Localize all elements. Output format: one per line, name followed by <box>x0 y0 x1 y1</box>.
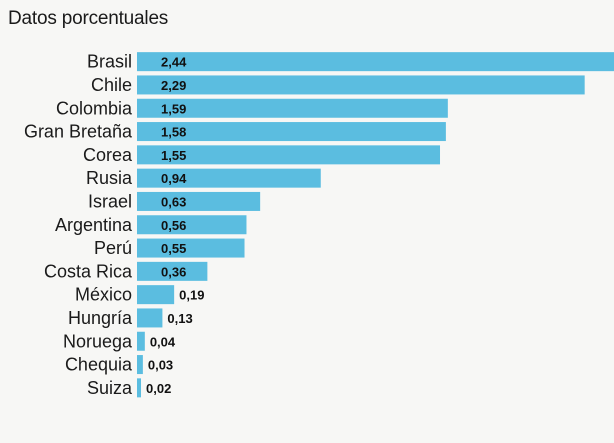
bar <box>137 331 145 351</box>
bar <box>137 168 321 188</box>
value-label: 0,94 <box>161 171 187 186</box>
bar <box>137 261 208 281</box>
bar <box>137 75 585 95</box>
category-label: Chequia <box>65 355 133 375</box>
category-label: México <box>75 285 132 305</box>
bar <box>137 52 614 72</box>
value-label: 0,19 <box>179 288 204 303</box>
bar <box>137 308 163 328</box>
value-label: 0,13 <box>167 311 192 326</box>
bar <box>137 145 441 165</box>
bar <box>137 238 245 258</box>
category-label: Hungría <box>68 308 133 328</box>
value-label: 0,02 <box>146 381 171 396</box>
value-label: 0,63 <box>161 194 186 209</box>
category-label: Gran Bretaña <box>24 122 133 142</box>
value-label: 1,58 <box>161 125 186 140</box>
category-label: Colombia <box>56 98 133 118</box>
category-label: Corea <box>83 145 133 165</box>
value-label: 0,03 <box>148 358 173 373</box>
bar <box>137 215 247 235</box>
chart-title: Datos porcentuales <box>8 8 169 29</box>
category-label: Noruega <box>63 331 133 351</box>
bar <box>137 122 446 142</box>
bar <box>137 191 261 211</box>
category-label: Brasil <box>87 52 132 72</box>
value-label: 2,44 <box>161 55 187 70</box>
bar <box>137 355 143 375</box>
value-label: 2,29 <box>161 78 186 93</box>
category-label: Costa Rica <box>44 261 133 281</box>
category-label: Rusia <box>86 168 133 188</box>
category-label: Perú <box>94 238 132 258</box>
value-label: 0,36 <box>161 264 186 279</box>
bar <box>137 98 448 118</box>
value-label: 0,04 <box>150 334 176 349</box>
value-label: 0,55 <box>161 241 186 256</box>
value-label: 0,56 <box>161 218 186 233</box>
value-label: 1,59 <box>161 101 186 116</box>
category-label: Chile <box>91 75 132 95</box>
category-label: Israel <box>88 191 132 211</box>
bar <box>137 285 175 305</box>
bar <box>137 378 141 398</box>
category-label: Suiza <box>87 378 133 398</box>
value-label: 1,55 <box>161 148 186 163</box>
category-label: Argentina <box>55 215 133 235</box>
